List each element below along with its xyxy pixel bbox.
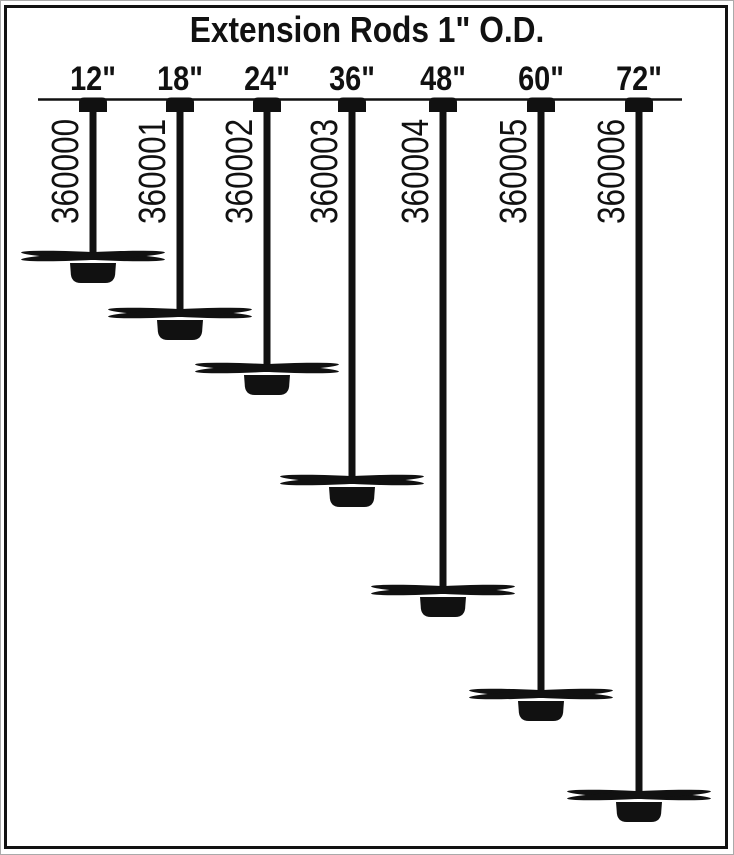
rod-length-label: 18" <box>157 59 203 98</box>
fan-motor-housing <box>244 375 290 395</box>
fan-silhouette <box>469 688 613 721</box>
part-number-label: 360005 <box>492 119 534 224</box>
rod-assembly-360004: 48" 360004 <box>371 59 515 617</box>
fan-blade <box>280 474 424 486</box>
rod-shaft <box>89 99 97 260</box>
fan-silhouette <box>21 250 165 283</box>
fan-silhouette <box>280 474 424 507</box>
fan-silhouette <box>195 362 339 395</box>
fan-silhouette <box>567 789 711 822</box>
rod-length-label: 72" <box>616 59 662 98</box>
rod-shaft <box>348 99 356 484</box>
rod-shaft <box>263 99 271 372</box>
fan-motor-housing <box>616 802 662 822</box>
rod-assembly-360005: 60" 360005 <box>469 59 613 721</box>
diagram-border <box>4 5 728 849</box>
fan-blade <box>469 688 613 700</box>
rod-length-label: 24" <box>244 59 290 98</box>
rod-assembly-360000: 12" 360000 <box>21 59 165 283</box>
rod-assembly-360002: 24" 360002 <box>195 59 339 395</box>
fan-motor-housing <box>329 487 375 507</box>
fan-motor-housing <box>420 597 466 617</box>
fan-blade <box>21 250 165 262</box>
rod-length-label: 12" <box>70 59 116 98</box>
fan-silhouette <box>108 307 252 340</box>
rod-shaft <box>176 99 184 317</box>
fan-motor-housing <box>157 320 203 340</box>
part-number-label: 360006 <box>590 119 632 224</box>
fan-blade <box>567 789 711 801</box>
fan-motor-housing <box>70 263 116 283</box>
diagram-title: Extension Rods 1" O.D. <box>190 10 545 50</box>
rod-assembly-360006: 72" 360006 <box>567 59 711 822</box>
fan-blade <box>108 307 252 319</box>
rod-length-label: 48" <box>420 59 466 98</box>
rod-shaft <box>635 99 643 799</box>
fan-blade <box>371 584 515 596</box>
rod-shaft <box>439 99 447 594</box>
part-number-label: 360003 <box>303 119 345 224</box>
rod-shaft <box>537 99 545 698</box>
rod-length-label: 36" <box>329 59 375 98</box>
rod-length-label: 60" <box>518 59 564 98</box>
rod-assembly-360001: 18" 360001 <box>108 59 252 340</box>
part-number-label: 360002 <box>218 119 260 224</box>
rod-assembly-360003: 36" 360003 <box>280 59 424 507</box>
fan-blade <box>195 362 339 374</box>
part-number-label: 360004 <box>394 119 436 224</box>
part-number-label: 360000 <box>44 119 86 224</box>
fan-motor-housing <box>518 701 564 721</box>
part-number-label: 360001 <box>131 119 173 224</box>
fan-silhouette <box>371 584 515 617</box>
rods-layer: 12"36000018"36000124"36000236"36000348"3… <box>21 59 711 822</box>
